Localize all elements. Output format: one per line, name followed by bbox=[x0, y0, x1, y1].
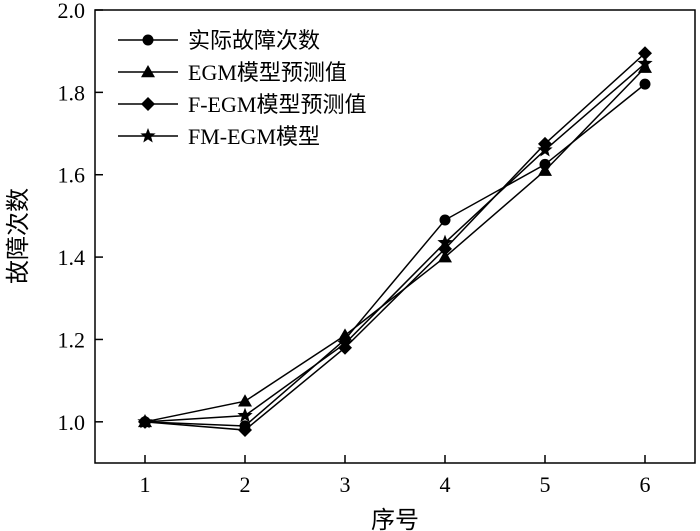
data-point-triangle bbox=[538, 163, 552, 176]
plot-frame bbox=[94, 9, 696, 464]
data-point-diamond bbox=[638, 46, 652, 61]
legend-label: 实际故障次数 bbox=[188, 28, 320, 53]
x-tick-label: 2 bbox=[240, 472, 251, 497]
data-point-circle bbox=[639, 78, 651, 90]
x-tick-label: 4 bbox=[440, 472, 451, 497]
legend: 实际故障次数 EGM模型预测值 F-EGM模型预测值 FM-EGM模型 bbox=[118, 28, 366, 149]
y-axis-title: 故障次数 bbox=[5, 188, 32, 284]
x-tick-label: 1 bbox=[140, 472, 151, 497]
legend-label: EGM模型预测值 bbox=[188, 60, 347, 85]
y-tick-label: 1.6 bbox=[58, 163, 86, 188]
y-tick-label: 1.2 bbox=[58, 327, 86, 352]
data-point-star bbox=[137, 413, 153, 429]
legend-label: FM-EGM模型 bbox=[188, 124, 320, 149]
x-tick-label: 6 bbox=[640, 472, 651, 497]
series-line-3 bbox=[144, 52, 646, 431]
y-tick-label: 1.0 bbox=[58, 410, 86, 435]
legend-marker-diamond bbox=[141, 97, 155, 111]
data-point-star bbox=[337, 335, 353, 351]
y-tick-label: 1.4 bbox=[58, 245, 86, 270]
data-point-star bbox=[537, 142, 553, 157]
series-line-4 bbox=[144, 62, 646, 423]
series-line-1 bbox=[144, 83, 646, 427]
y-tick-label: 1.8 bbox=[58, 80, 86, 105]
data-point-triangle bbox=[238, 394, 252, 407]
data-point-triangle bbox=[438, 250, 452, 263]
legend-label: F-EGM模型预测值 bbox=[188, 92, 366, 117]
y-tick-label: 2.0 bbox=[58, 0, 86, 23]
series-line-2 bbox=[144, 67, 646, 423]
legend-marker-circle bbox=[142, 34, 154, 46]
x-axis-title: 序号 bbox=[371, 507, 419, 531]
x-tick-label: 5 bbox=[540, 472, 551, 497]
series-markers bbox=[137, 46, 653, 438]
legend-marker-star bbox=[140, 128, 156, 143]
x-tick-label: 3 bbox=[340, 472, 351, 497]
data-point-circle bbox=[439, 214, 451, 226]
data-point-star bbox=[637, 55, 653, 71]
data-point-triangle bbox=[338, 328, 352, 341]
data-point-star bbox=[237, 407, 253, 423]
axis-ticks: 1 2 3 4 5 6 1.0 1.2 1.4 1.6 1.8 2.0 bbox=[58, 0, 651, 497]
data-point-diamond bbox=[238, 423, 252, 438]
data-point-star bbox=[437, 234, 453, 250]
legend-marker-triangle bbox=[141, 65, 155, 78]
series-lines bbox=[144, 52, 646, 431]
